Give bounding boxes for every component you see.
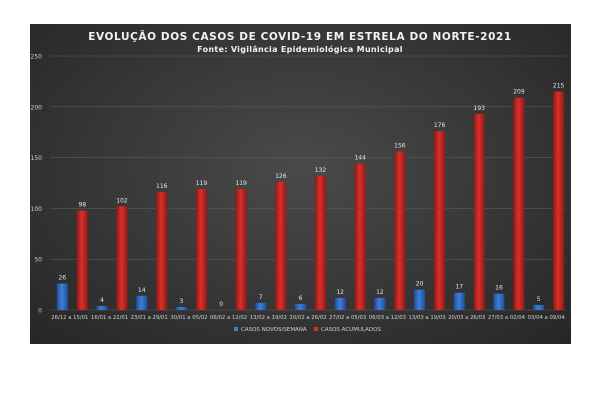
bar-casos-novos [493,293,505,310]
bar-casos-novos [334,297,346,310]
x-tick-label: 13/03 a 19/03 [408,315,445,321]
x-tick-label: 30/01 a 05/02 [170,315,207,321]
data-label: 5 [537,296,541,303]
chart: EVOLUÇÃO DOS CASOS DE COVID-19 EM ESTREL… [31,30,566,333]
y-tick-label: 50 [34,257,42,264]
data-label: 119 [196,180,208,187]
chart-title: EVOLUÇÃO DOS CASOS DE COVID-19 EM ESTREL… [88,30,512,43]
bar-casos-novos [374,297,386,310]
x-axis: 26/12 a 15/01 16/01 a 22/01 23/01 a 29/01 3… [51,315,565,321]
chart-panel: EVOLUÇÃO DOS CASOS DE COVID-19 EM ESTREL… [30,24,571,344]
bar-casos-novos [175,306,187,310]
legend-swatch [234,327,238,331]
y-tick-label: 150 [31,155,43,162]
data-label: 132 [315,167,327,174]
data-label: 144 [354,155,366,162]
data-label: 6 [299,295,303,302]
bar-casos-acumulados [315,175,326,310]
data-label: 4 [100,297,104,304]
legend-swatch [314,327,318,331]
bar-casos-acumulados [235,189,247,310]
bar-casos-acumulados [354,163,366,310]
bar-casos-acumulados [156,192,168,310]
data-label: 17 [455,284,463,291]
bar-casos-acumulados [275,181,287,310]
legend-label: CASOS ACUMULADOS [321,327,381,333]
y-tick-label: 100 [31,206,43,213]
data-label: 14 [138,287,146,294]
bar-casos-acumulados [394,151,406,310]
data-label: 102 [116,197,128,204]
bar-casos-acumulados [513,97,525,310]
data-label: 116 [156,183,168,190]
x-tick-label: 27/03 a 02/04 [488,315,526,321]
bar-casos-acumulados [553,91,565,310]
y-tick-label: 200 [31,104,43,111]
x-tick-label: 06/02 a 12/02 [210,315,247,321]
legend-item: CASOS ACUMULADOS [314,327,381,333]
bars: 26 98 4 102 14 116 3 119 0 119 7 126 6 132 12 144 12 156 2… [56,83,565,310]
bar-casos-acumulados [76,210,88,310]
data-label: 119 [235,180,247,187]
x-tick-label: 16/01 a 22/01 [91,315,128,321]
bar-casos-acumulados [473,113,485,310]
chart-subtitle: Fonte: Vigilância Epidemiológica Municip… [197,44,403,54]
legend-item: CASOS NOVOS/SEMANA [234,327,307,333]
x-tick-label: 06/03 a 12/03 [369,315,406,321]
x-tick-label: 20/03 a 26/03 [448,315,485,321]
data-label: 16 [495,285,503,292]
bar-casos-acumulados [195,189,207,310]
legend: CASOS NOVOS/SEMANA CASOS ACUMULADOS [234,327,381,333]
x-tick-label: 26/12 a 15/01 [51,315,88,321]
data-label: 20 [416,281,424,288]
bar-casos-novos [453,292,465,310]
data-label: 12 [376,289,384,296]
legend-label: CASOS NOVOS/SEMANA [241,327,307,333]
bar-casos-novos [533,304,545,310]
data-label: 98 [79,201,87,208]
bar-casos-novos [56,283,68,310]
data-label: 193 [474,105,486,112]
bar-casos-novos [414,289,426,310]
data-label: 7 [259,294,263,301]
bar-casos-novos [255,302,267,310]
data-label: 176 [434,122,446,129]
y-tick-label: 250 [31,54,43,61]
data-label: 156 [394,143,406,150]
bar-casos-novos [295,303,306,310]
bar-casos-acumulados [434,131,446,310]
x-tick-label: 13/02 a 19/02 [250,315,287,321]
data-label: 126 [275,173,287,180]
bar-casos-acumulados [116,206,128,310]
data-label: 12 [336,289,344,296]
x-tick-label: 20/02 a 26/02 [289,315,326,321]
data-label: 209 [513,89,525,96]
y-axis: 0 50 100 150 200 250 [31,54,43,315]
data-label: 26 [59,275,67,282]
x-tick-label: 03/04 a 09/04 [528,315,566,321]
data-label: 215 [553,83,565,90]
x-tick-label: 27/02 a 05/03 [329,315,366,321]
bar-casos-novos [136,295,148,310]
bar-casos-novos [96,305,108,310]
x-tick-label: 23/01 a 29/01 [131,315,168,321]
data-label: 3 [180,298,184,305]
data-label: 0 [219,301,223,308]
y-tick-label: 0 [38,308,42,315]
